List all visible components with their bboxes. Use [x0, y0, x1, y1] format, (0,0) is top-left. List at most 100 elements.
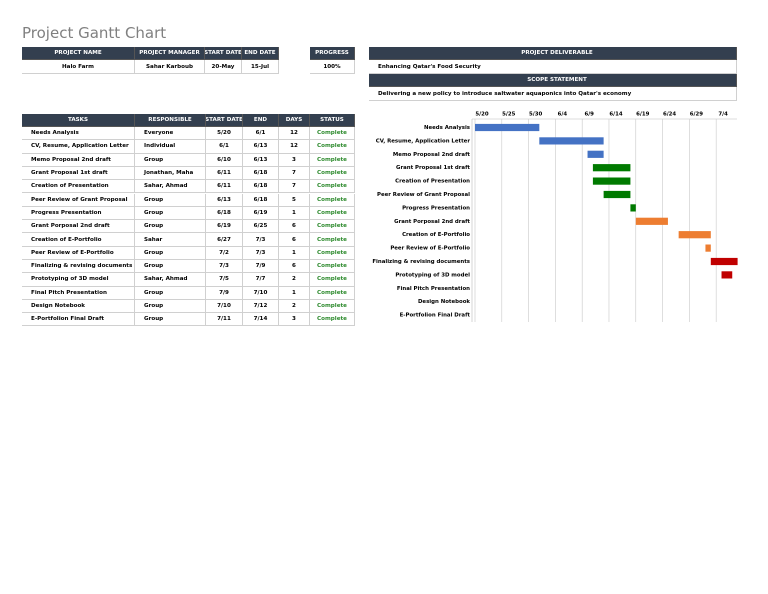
task-cell: Creation of E-Portfolio	[22, 233, 135, 247]
task-header: START DATE	[206, 114, 243, 127]
info-value: 20-May	[205, 60, 242, 74]
task-cell: 7/3	[206, 260, 243, 274]
task-cell: 7/3	[243, 246, 279, 260]
task-label: Prototyping of 3D model	[395, 272, 470, 278]
task-label: Progress Presentation	[402, 205, 470, 211]
task-label: Memo Proposal 2nd draft	[393, 152, 470, 158]
x-tick-label: 5/30	[529, 112, 542, 118]
task-cell: Complete	[310, 313, 355, 327]
deliverable-header: PROJECT DELIVERABLE	[369, 47, 737, 60]
task-cell: Group	[135, 153, 206, 167]
task-cell: 6/18	[243, 193, 279, 207]
task-cell: 7/11	[206, 313, 243, 327]
task-cell: 5/20	[206, 127, 243, 141]
task-label: Finalizing & revising documents	[372, 259, 470, 265]
task-cell: 6/19	[243, 206, 279, 221]
task-cell: CV, Resume, Application Letter	[22, 140, 135, 154]
gantt-bar	[678, 231, 711, 239]
task-header: RESPONSIBLE	[135, 114, 206, 127]
task-label: Needs Analysis	[424, 125, 470, 131]
task-cell: Design Notebook	[22, 299, 135, 314]
task-cell: Group	[135, 206, 206, 221]
task-cell: 6/13	[206, 193, 243, 207]
task-cell: 6/18	[243, 166, 279, 181]
task-header: STATUS	[310, 114, 355, 127]
scope-header: SCOPE STATEMENT	[369, 74, 737, 87]
task-cell: Group	[135, 220, 206, 234]
task-cell: 6/1	[206, 140, 243, 154]
task-cell: 7/3	[243, 233, 279, 247]
task-cell: Complete	[310, 273, 355, 287]
task-cell: 6/13	[243, 140, 279, 154]
task-cell: Finalizing & revising documents	[22, 260, 135, 274]
task-cell: Prototyping of 3D model	[22, 273, 135, 287]
task-cell: Needs Analysis	[22, 127, 135, 141]
info-header: START DATE	[205, 47, 242, 60]
task-cell: 7/2	[206, 246, 243, 260]
task-cell: 5	[279, 193, 310, 207]
task-cell: 6/11	[206, 180, 243, 194]
gantt-bar	[592, 164, 631, 172]
gantt-bar	[630, 204, 636, 212]
task-cell: 7/14	[243, 313, 279, 327]
task-cell: 7/10	[206, 299, 243, 314]
task-label: Grant Porposal 2nd draft	[394, 219, 470, 225]
task-cell: 2	[279, 273, 310, 287]
task-label: Creation of Presentation	[395, 179, 470, 185]
task-cell: 7/9	[243, 260, 279, 274]
info-value: Sahar Karboub	[135, 60, 205, 74]
task-cell: Final Pitch Presentation	[22, 286, 135, 300]
scope-value: Delivering a new policy to introduce sal…	[369, 87, 737, 101]
task-label: Final Pitch Presentation	[397, 286, 470, 292]
task-cell: 12	[279, 140, 310, 154]
task-cell: 6/10	[206, 153, 243, 167]
x-tick-label: 6/29	[690, 112, 703, 118]
task-cell: 2	[279, 299, 310, 314]
x-tick-label: 5/20	[475, 112, 488, 118]
info-header: PROJECT NAME	[22, 47, 135, 60]
info-header: END DATE	[242, 47, 279, 60]
x-tick-label: 6/14	[609, 112, 622, 118]
task-cell: Complete	[310, 246, 355, 260]
gantt-bar	[539, 137, 604, 145]
task-cell: Grant Porposal 2nd draft	[22, 220, 135, 234]
task-cell: Grant Proposal 1st draft	[22, 166, 135, 181]
task-cell: Group	[135, 299, 206, 314]
task-cell: 7/5	[206, 273, 243, 287]
page-title: Project Gantt Chart	[22, 24, 167, 42]
task-cell: Complete	[310, 260, 355, 274]
task-cell: 6	[279, 260, 310, 274]
task-cell: 3	[279, 313, 310, 327]
task-cell: Complete	[310, 233, 355, 247]
task-cell: 1	[279, 206, 310, 221]
task-cell: 3	[279, 153, 310, 167]
task-cell: Sahar, Ahmad	[135, 273, 206, 287]
task-cell: Complete	[310, 153, 355, 167]
task-label: Peer Review of Grant Proposal	[377, 192, 470, 198]
task-cell: Peer Review of Grant Proposal	[22, 193, 135, 207]
x-tick-label: 7/4	[718, 112, 728, 118]
x-tick-label: 6/4	[558, 112, 568, 118]
task-cell: Peer Review of E-Portfolio	[22, 246, 135, 260]
task-cell: Group	[135, 313, 206, 327]
task-cell: Complete	[310, 127, 355, 141]
task-cell: Complete	[310, 220, 355, 234]
task-cell: 6/19	[206, 220, 243, 234]
task-cell: 6/18	[243, 180, 279, 194]
gantt-bar	[587, 150, 604, 158]
gantt-bar	[475, 123, 540, 132]
gantt-bar	[592, 177, 631, 185]
x-tick-label: 6/9	[584, 112, 594, 118]
task-cell: Sahar, Ahmad	[135, 180, 206, 194]
progress-header: PROGRESS	[310, 47, 355, 60]
task-cell: 6/27	[206, 233, 243, 247]
gantt-bar	[635, 217, 668, 225]
task-cell: 7/7	[243, 273, 279, 287]
task-cell: Group	[135, 193, 206, 207]
task-cell: Complete	[310, 193, 355, 207]
task-cell: 6/13	[243, 153, 279, 167]
task-cell: 6	[279, 220, 310, 234]
task-label: Grant Proposal 1st draft	[396, 165, 470, 171]
task-header: DAYS	[279, 114, 310, 127]
task-cell: Individual	[135, 140, 206, 154]
